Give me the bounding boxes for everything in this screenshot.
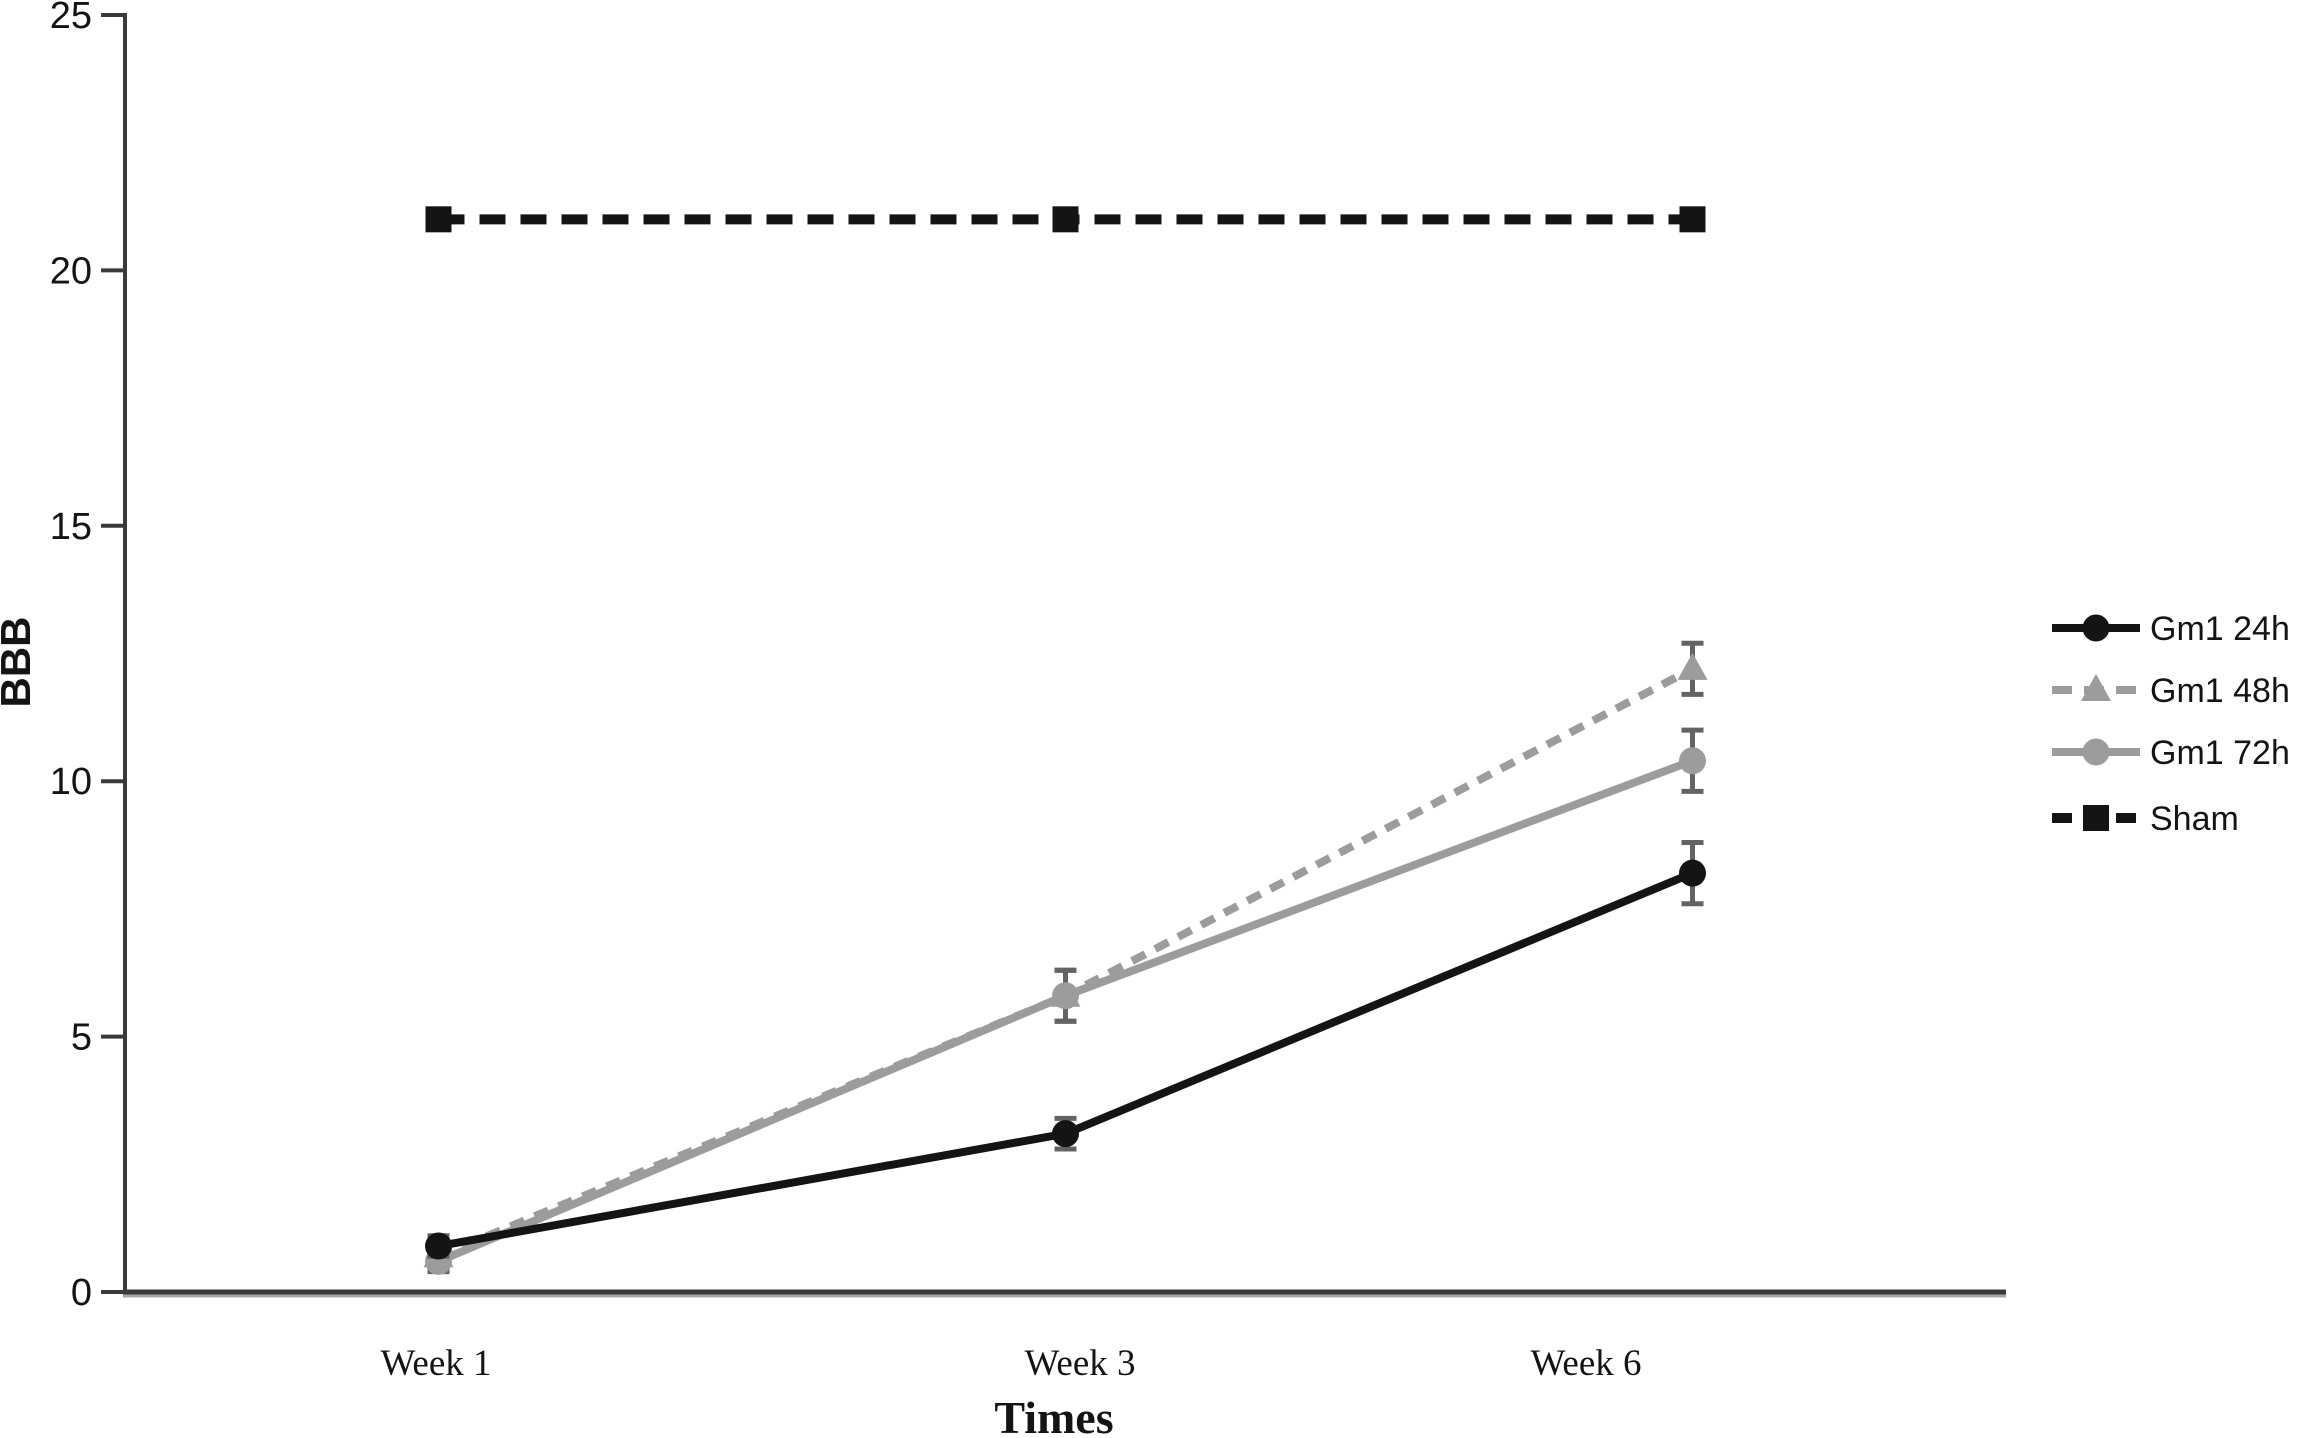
- legend-item-sham: Sham: [2052, 800, 2239, 838]
- legend-item-gm1-48h: Gm1 48h: [2052, 672, 2290, 710]
- legend: Gm1 24h Gm1 48h Gm1 72h Sham: [2052, 610, 2290, 838]
- gm1-24h-circle-marker: [425, 1232, 452, 1260]
- series-sham: [425, 206, 1706, 233]
- gm1-24h-circle-marker: [1052, 1120, 1079, 1148]
- series-line-gm1-24h: [437, 869, 1695, 1250]
- y-tick-label: 25: [50, 0, 92, 37]
- y-tick-label: 10: [50, 761, 92, 803]
- y-tick-label: 20: [50, 250, 92, 292]
- sham-square-marker: [425, 206, 452, 233]
- legend-gm1-72h-circle-marker: [2082, 738, 2110, 766]
- gm1-48h-triangle-marker: [1677, 652, 1708, 680]
- legend-gm1-48h-triangle-marker: [2081, 674, 2111, 701]
- legend-label-gm1-24h: Gm1 24h: [2150, 610, 2290, 648]
- series-gm1-48h: [423, 640, 1708, 1269]
- y-axis-title: BBB: [0, 617, 39, 708]
- series-gm1-72h: [425, 727, 1706, 1275]
- sham-square-marker: [1679, 206, 1706, 233]
- y-tick-label: 15: [50, 506, 92, 548]
- gm1-24h-circle-marker: [1679, 859, 1706, 887]
- axes: 0 5 10 15 20 25 Week 1 Week 3 Week 6: [50, 0, 2006, 1384]
- series-line-gm1-48h: [436, 665, 1695, 1260]
- legend-label-sham: Sham: [2150, 800, 2239, 838]
- legend-sham-square-marker: [2083, 805, 2109, 831]
- legend-item-gm1-72h: Gm1 72h: [2052, 734, 2290, 772]
- series-layer: [423, 206, 1708, 1275]
- gm1-72h-circle-marker: [1679, 747, 1706, 775]
- legend-label-gm1-48h: Gm1 48h: [2150, 672, 2290, 710]
- y-tick-label: 0: [71, 1272, 92, 1314]
- gm1-72h-circle-marker: [1052, 982, 1079, 1010]
- series-gm1-24h: [425, 839, 1706, 1260]
- x-axis-title: Times: [994, 1392, 1113, 1438]
- x-category-label-week-6: Week 6: [1530, 1343, 1641, 1384]
- legend-item-gm1-24h: Gm1 24h: [2052, 610, 2290, 648]
- x-category-label-week-3: Week 3: [1024, 1343, 1135, 1384]
- y-tick-label: 5: [71, 1017, 92, 1059]
- legend-label-gm1-72h: Gm1 72h: [2150, 734, 2290, 772]
- sham-square-marker: [1052, 206, 1079, 233]
- x-category-label-week-1: Week 1: [380, 1343, 491, 1384]
- legend-gm1-24h-circle-marker: [2082, 614, 2110, 642]
